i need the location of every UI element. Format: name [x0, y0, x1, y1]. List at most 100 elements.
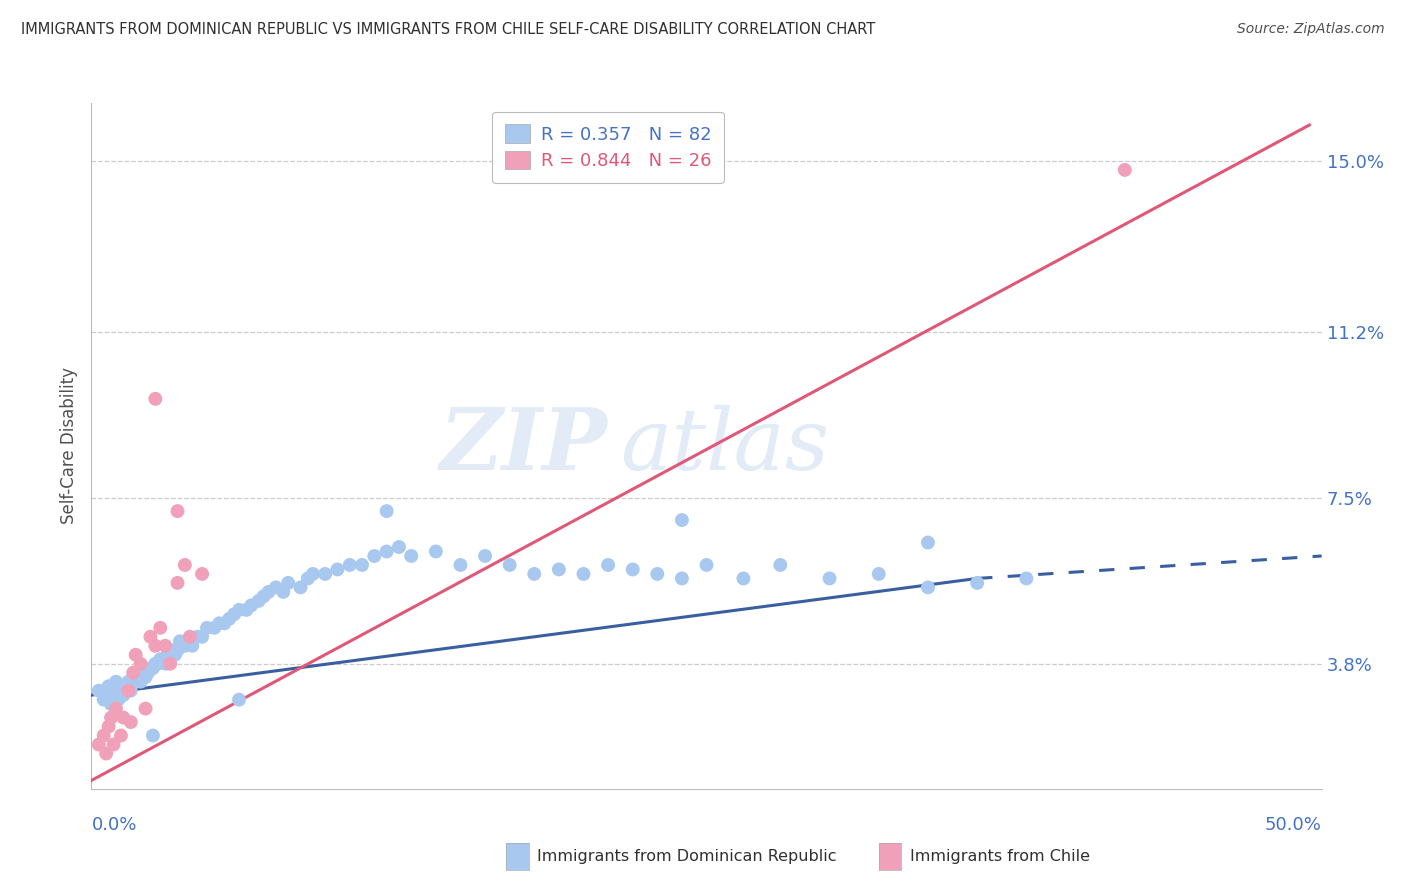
- Legend: R = 0.357   N = 82, R = 0.844   N = 26: R = 0.357 N = 82, R = 0.844 N = 26: [492, 112, 724, 183]
- Point: [117, 674, 139, 689]
- Point: [96, 688, 117, 702]
- Point: [301, 566, 323, 581]
- Point: [195, 621, 218, 635]
- Point: [93, 692, 115, 706]
- Point: [124, 674, 146, 689]
- Point: [127, 665, 149, 680]
- Point: [326, 562, 349, 576]
- Point: [174, 639, 197, 653]
- Point: [142, 661, 165, 675]
- Point: [142, 729, 165, 743]
- Point: [107, 692, 129, 706]
- Point: [339, 558, 361, 572]
- Point: [174, 558, 197, 572]
- Point: [145, 392, 166, 406]
- Point: [474, 549, 496, 563]
- Point: [112, 688, 135, 702]
- Point: [733, 571, 755, 585]
- Point: [917, 535, 939, 549]
- Point: [363, 549, 385, 563]
- Text: Source: ZipAtlas.com: Source: ZipAtlas.com: [1237, 22, 1385, 37]
- Text: atlas: atlas: [620, 405, 830, 487]
- Point: [153, 657, 177, 671]
- Text: Immigrants from Chile: Immigrants from Chile: [910, 849, 1090, 863]
- Point: [120, 683, 142, 698]
- Point: [240, 599, 263, 613]
- Point: [110, 729, 132, 743]
- Point: [572, 566, 595, 581]
- Point: [179, 634, 201, 648]
- Point: [103, 683, 125, 698]
- Point: [257, 585, 280, 599]
- Point: [191, 630, 214, 644]
- Point: [179, 630, 201, 644]
- Point: [135, 701, 156, 715]
- Point: [93, 729, 115, 743]
- Point: [297, 571, 319, 585]
- Point: [87, 738, 110, 752]
- Point: [162, 643, 184, 657]
- Text: 0.0%: 0.0%: [91, 816, 136, 834]
- Point: [100, 697, 122, 711]
- Point: [135, 670, 156, 684]
- Point: [208, 616, 231, 631]
- Point: [96, 747, 117, 761]
- Text: Immigrants from Dominican Republic: Immigrants from Dominican Republic: [537, 849, 837, 863]
- Point: [621, 562, 644, 576]
- Point: [129, 657, 152, 671]
- Text: ZIP: ZIP: [440, 404, 607, 488]
- Point: [136, 665, 159, 680]
- Point: [97, 679, 120, 693]
- Point: [264, 581, 287, 595]
- Point: [124, 648, 146, 662]
- Point: [671, 513, 693, 527]
- Point: [523, 566, 546, 581]
- Point: [112, 710, 135, 724]
- Point: [202, 621, 225, 635]
- Point: [769, 558, 792, 572]
- Point: [156, 648, 179, 662]
- Point: [449, 558, 471, 572]
- Point: [212, 616, 235, 631]
- Point: [105, 701, 127, 715]
- Point: [122, 665, 145, 680]
- Point: [218, 612, 240, 626]
- Point: [314, 566, 336, 581]
- Point: [375, 504, 398, 518]
- Point: [105, 674, 127, 689]
- Point: [146, 657, 169, 671]
- Point: [163, 648, 186, 662]
- Point: [425, 544, 447, 558]
- Point: [966, 575, 988, 590]
- Point: [375, 544, 398, 558]
- Point: [247, 594, 270, 608]
- Point: [110, 679, 132, 693]
- Point: [191, 566, 214, 581]
- Point: [277, 575, 299, 590]
- Point: [1015, 571, 1038, 585]
- Point: [222, 607, 246, 622]
- Point: [917, 581, 939, 595]
- Point: [100, 710, 122, 724]
- Text: 50.0%: 50.0%: [1265, 816, 1322, 834]
- Point: [868, 566, 890, 581]
- Point: [352, 558, 374, 572]
- Point: [97, 720, 120, 734]
- Point: [253, 590, 276, 604]
- Point: [671, 571, 693, 585]
- Point: [145, 639, 166, 653]
- Point: [181, 639, 204, 653]
- Point: [149, 621, 172, 635]
- Point: [235, 603, 257, 617]
- Point: [117, 683, 139, 698]
- Point: [149, 652, 172, 666]
- Point: [159, 657, 181, 671]
- Point: [1114, 162, 1136, 177]
- Point: [228, 603, 250, 617]
- Point: [159, 652, 181, 666]
- Point: [271, 585, 295, 599]
- Point: [87, 683, 110, 698]
- Point: [498, 558, 520, 572]
- Point: [228, 692, 250, 706]
- Point: [139, 661, 162, 675]
